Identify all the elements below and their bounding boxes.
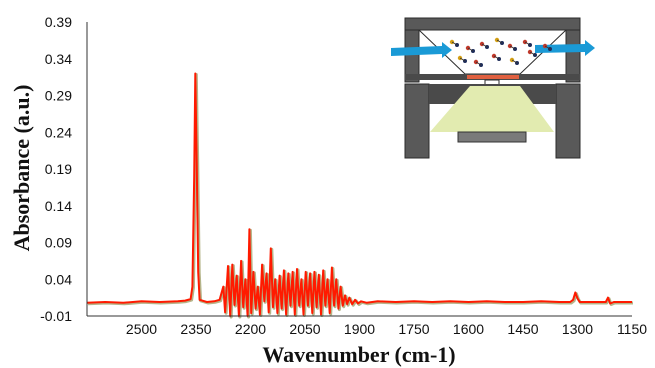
molecule-bond [451,41,458,46]
x-tick-label: 2500 [126,321,157,337]
y-tick-label: -0.01 [40,308,72,324]
molecule-bond [496,39,503,44]
reaction-cell-schematic-icon [391,17,595,159]
y-tick-label: 0.29 [45,88,72,104]
series-line-0 [86,72,632,317]
y-tick-label: 0.09 [45,235,72,251]
series-layer [86,72,633,319]
y-tick-label: 0.39 [45,14,72,30]
molecule-bond [544,45,551,50]
x-tick-label: 1750 [398,321,429,337]
y-axis-title: Absorbance (a.u.) [9,85,34,252]
molecule-bond [459,57,466,62]
x-tick-label: 2050 [289,321,320,337]
series-shadow-line [87,73,633,319]
x-tick-label: 2350 [180,321,211,337]
molecule-bond [481,43,488,48]
y-tick-label: 0.14 [45,198,72,214]
x-axis-title: Wavenumber (cm-1) [262,342,455,367]
molecule-bond [529,51,536,56]
y-tick-label: 0.04 [45,271,72,287]
molecule-bond [509,45,516,50]
x-tick-labels: 2500 2350 2200 2050 1900 1750 1600 1450 1300 1150 [126,321,647,337]
y-tick-label: 0.19 [45,161,72,177]
y-tick-label: 0.24 [45,124,72,140]
x-tick-label: 1450 [507,321,538,337]
molecule-bond [493,55,500,60]
molecule-bond [467,47,474,52]
molecule-bond [511,59,518,64]
y-tick-label: 0.34 [45,51,72,67]
x-tick-label: 1600 [453,321,484,337]
x-tick-label: 1150 [617,321,647,337]
x-tick-label: 2200 [235,321,266,337]
x-tick-label: 1900 [344,321,375,337]
x-tick-label: 1300 [562,321,593,337]
y-tick-labels: 0.39 0.34 0.29 0.24 0.19 0.14 0.09 0.04 -0.01 [40,14,72,324]
molecule-bond [475,61,482,66]
molecule-bond [524,41,531,46]
